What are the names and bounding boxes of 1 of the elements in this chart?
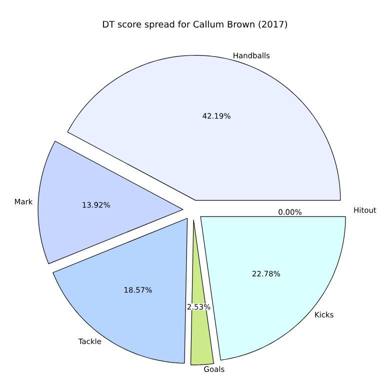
chart-title: DT score spread for Callum Brown (2017)	[103, 20, 288, 30]
